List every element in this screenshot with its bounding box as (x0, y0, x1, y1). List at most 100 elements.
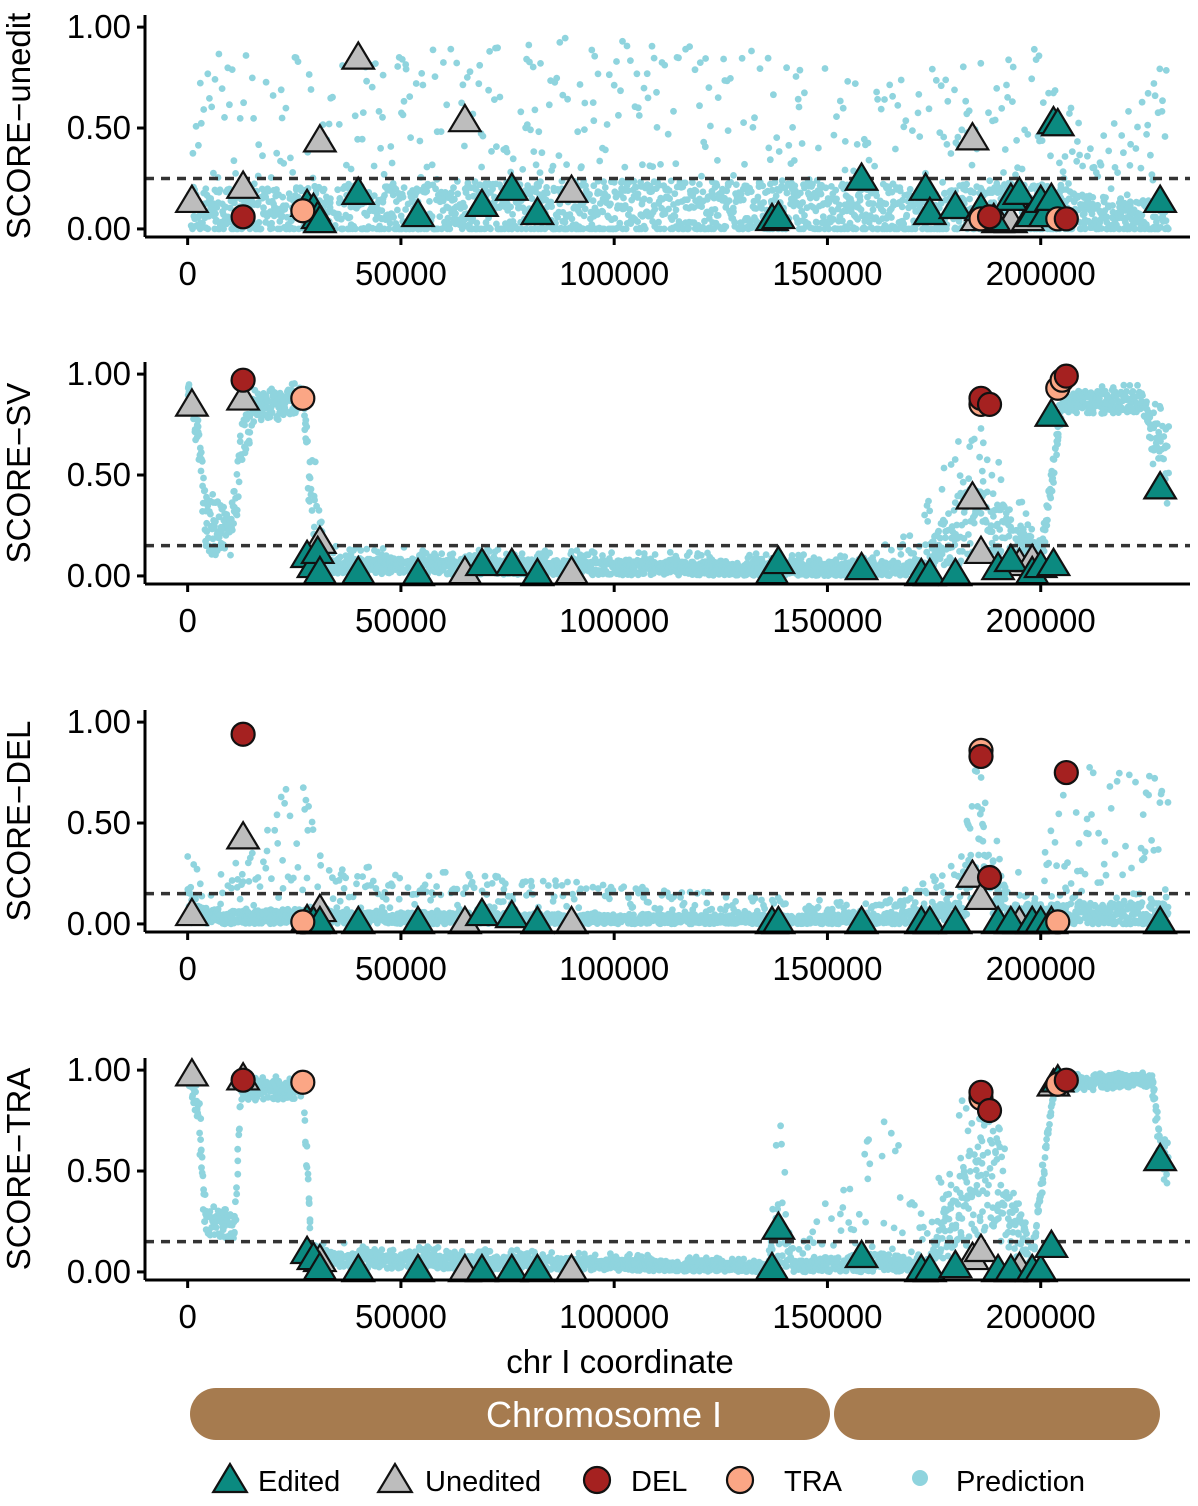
prediction-point (966, 443, 974, 450)
y-tick-label: 0.50 (67, 109, 131, 146)
prediction-point (732, 181, 740, 189)
prediction-point (227, 551, 234, 559)
prediction-point (335, 121, 343, 128)
prediction-point (318, 518, 325, 526)
prediction-point (692, 187, 700, 195)
prediction-point (267, 174, 275, 181)
prediction-point (581, 126, 588, 133)
prediction-point (536, 169, 544, 177)
prediction-point (977, 509, 985, 517)
prediction-point (201, 487, 209, 494)
prediction-point (282, 104, 290, 112)
prediction-point (621, 163, 629, 171)
prediction-point (370, 192, 378, 200)
prediction-point (1013, 137, 1020, 144)
prediction-point (691, 66, 699, 74)
prediction-point (686, 549, 693, 556)
prediction-point (242, 445, 250, 453)
prediction-point (882, 200, 890, 208)
prediction-point (260, 858, 267, 866)
prediction-point (525, 41, 533, 49)
prediction-point (303, 423, 311, 431)
prediction-point (189, 149, 197, 157)
prediction-point (1084, 152, 1091, 160)
prediction-point (747, 188, 755, 196)
y-axis-title: SCORE−unedit (0, 13, 37, 240)
prediction-point (207, 195, 215, 202)
prediction-point (215, 50, 223, 58)
prediction-point (710, 194, 718, 202)
prediction-point (568, 215, 576, 223)
prediction-point (940, 133, 948, 141)
prediction-point (965, 531, 972, 538)
del-marker (1053, 363, 1079, 389)
prediction-point (218, 85, 226, 92)
prediction-point (359, 109, 367, 116)
prediction-point (983, 488, 991, 496)
prediction-point (271, 826, 279, 834)
prediction-point (752, 205, 760, 212)
prediction-point (711, 206, 719, 213)
prediction-point (358, 135, 366, 143)
prediction-point (452, 210, 459, 218)
prediction-point (451, 195, 458, 203)
prediction-point (915, 91, 923, 98)
prediction-point (454, 190, 462, 198)
prediction-point (910, 550, 918, 557)
prediction-point (345, 180, 352, 188)
prediction-point (620, 194, 627, 202)
prediction-point (496, 93, 504, 101)
prediction-point (311, 496, 318, 504)
prediction-point (445, 204, 452, 212)
prediction-point (1006, 506, 1013, 513)
prediction-point (184, 853, 192, 860)
y-tick-label: 0.00 (67, 210, 131, 247)
prediction-point (443, 101, 451, 109)
prediction-point (588, 46, 596, 54)
x-tick-label: 150000 (772, 255, 882, 292)
prediction-point (279, 193, 287, 201)
prediction-point (937, 82, 945, 90)
prediction-point (1126, 162, 1134, 169)
prediction-point (338, 866, 346, 873)
prediction-point (909, 127, 916, 134)
prediction-point (643, 70, 651, 78)
prediction-point (299, 784, 307, 791)
prediction-point (527, 126, 534, 134)
prediction-point (796, 66, 804, 74)
prediction-point (200, 474, 207, 482)
prediction-point (232, 859, 240, 867)
prediction-point (951, 86, 958, 94)
prediction-point (254, 874, 262, 881)
prediction-point (586, 191, 593, 198)
prediction-point (644, 94, 652, 102)
prediction-point (273, 811, 281, 819)
prediction-point (387, 143, 395, 150)
del-marker (976, 204, 1003, 230)
prediction-point (897, 551, 905, 558)
prediction-point (193, 865, 201, 873)
prediction-point (594, 70, 602, 78)
prediction-point (762, 551, 770, 558)
prediction-point (476, 181, 484, 189)
panels: 0.000.501.000 50000 100000 150000 200000SCOR… (0, 8, 1190, 1335)
prediction-point (282, 202, 290, 210)
prediction-point (965, 475, 973, 482)
prediction-point (207, 510, 214, 518)
prediction-point (1054, 433, 1062, 441)
prediction-point (1132, 145, 1140, 152)
prediction-point (613, 58, 620, 65)
prediction-point (615, 111, 622, 119)
prediction-point (1039, 99, 1047, 106)
prediction-point (1003, 81, 1010, 89)
prediction-point (535, 128, 543, 136)
prediction-point (992, 534, 1000, 542)
prediction-point (248, 849, 256, 857)
prediction-point (792, 73, 800, 80)
prediction-point (282, 785, 290, 793)
prediction-point (1051, 87, 1059, 94)
prediction-point (523, 121, 531, 128)
prediction-point (856, 193, 864, 200)
prediction-point (896, 184, 904, 192)
prediction-point (714, 212, 722, 219)
